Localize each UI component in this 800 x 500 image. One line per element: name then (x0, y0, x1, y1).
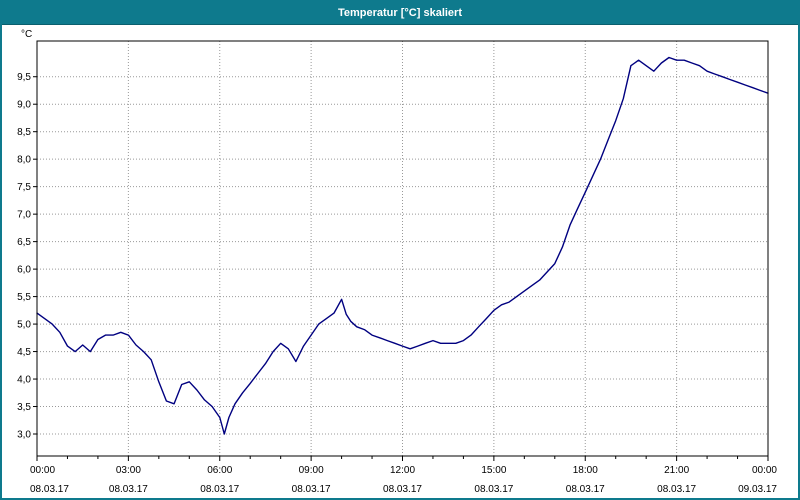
svg-text:8,5: 8,5 (17, 127, 31, 138)
svg-text:9,0: 9,0 (17, 100, 31, 111)
svg-text:3,5: 3,5 (17, 402, 31, 413)
svg-text:08.03.17: 08.03.17 (657, 484, 696, 495)
temperature-line-chart: 3,0 3,5 4,0 4,5 5,0 5,5 6,0 6,5 7,0 7,5 8,0 8,5 9,0 9… (17, 29, 777, 495)
svg-text:08.03.17: 08.03.17 (474, 484, 513, 495)
svg-text:08.03.17: 08.03.17 (109, 484, 148, 495)
svg-text:5,5: 5,5 (17, 292, 31, 303)
svg-text:°C: °C (21, 29, 32, 40)
svg-text:3,0: 3,0 (17, 430, 31, 441)
svg-text:21:00: 21:00 (664, 465, 689, 476)
svg-text:4,5: 4,5 (17, 347, 31, 358)
svg-text:09:00: 09:00 (299, 465, 324, 476)
svg-text:09.03.17: 09.03.17 (738, 484, 777, 495)
svg-text:18:00: 18:00 (573, 465, 598, 476)
svg-text:8,0: 8,0 (17, 155, 31, 166)
svg-text:08.03.17: 08.03.17 (30, 484, 69, 495)
svg-text:7,0: 7,0 (17, 210, 31, 221)
svg-text:08.03.17: 08.03.17 (292, 484, 331, 495)
svg-text:4,0: 4,0 (17, 375, 31, 386)
chart-container: 3,0 3,5 4,0 4,5 5,0 5,5 6,0 6,5 7,0 7,5 8,0 8,5 9,0 9… (2, 25, 798, 498)
svg-text:5,0: 5,0 (17, 320, 31, 331)
svg-text:15:00: 15:00 (481, 465, 506, 476)
svg-text:06:00: 06:00 (207, 465, 232, 476)
svg-text:9,5: 9,5 (17, 72, 31, 83)
svg-text:03:00: 03:00 (116, 465, 141, 476)
svg-text:00:00: 00:00 (30, 465, 55, 476)
svg-text:08.03.17: 08.03.17 (383, 484, 422, 495)
svg-text:6,0: 6,0 (17, 265, 31, 276)
svg-text:08.03.17: 08.03.17 (566, 484, 605, 495)
svg-text:7,5: 7,5 (17, 182, 31, 193)
svg-text:12:00: 12:00 (390, 465, 415, 476)
svg-text:6,5: 6,5 (17, 237, 31, 248)
svg-text:00:00: 00:00 (752, 465, 777, 476)
window-title: Temperatur [°C] skaliert (337, 7, 462, 19)
title-bar[interactable]: Temperatur [°C] skaliert (2, 2, 798, 25)
svg-text:08.03.17: 08.03.17 (200, 484, 239, 495)
